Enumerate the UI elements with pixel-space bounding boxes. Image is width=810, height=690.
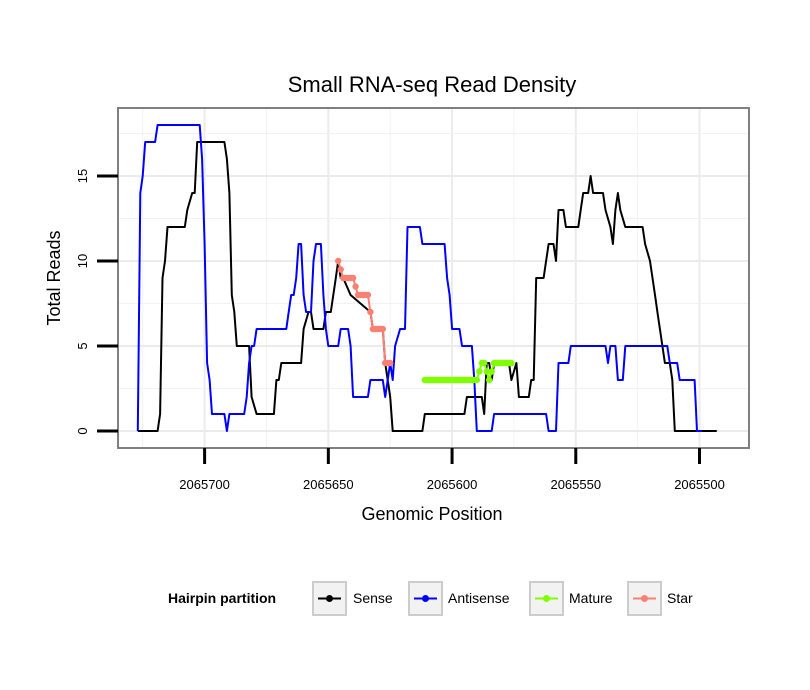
legend-label: Sense (353, 590, 393, 606)
y-axis-title: Total Reads (44, 230, 64, 325)
data-point (337, 266, 344, 273)
legend: Hairpin partition Sense Antisense Mature St… (168, 581, 693, 616)
series-star (335, 257, 394, 367)
x-axis-title: Genomic Position (361, 504, 502, 524)
legend-key-point (543, 595, 550, 602)
plot-background (118, 108, 749, 448)
series-layer (136, 124, 717, 432)
x-axis: 2065700 2065650 2065600 2065550 2065500 (179, 448, 725, 492)
legend-label: Mature (569, 590, 613, 606)
chart-title: Small RNA-seq Read Density (288, 72, 577, 97)
grid (118, 108, 749, 448)
data-point (476, 368, 483, 375)
data-point (473, 376, 480, 384)
legend-item-sense: Sense (312, 581, 393, 616)
legend-title: Hairpin partition (168, 590, 276, 606)
plot-border (117, 107, 750, 449)
data-point (508, 359, 515, 367)
y-axis: 0 5 10 15 (75, 169, 118, 435)
x-tick-label: 2065550 (550, 477, 601, 492)
x-tick-label: 2065650 (303, 477, 354, 492)
data-point (349, 274, 357, 282)
x-tick-label: 2065700 (179, 477, 230, 492)
legend-item-mature: Mature (529, 581, 613, 616)
legend-key-point (422, 595, 429, 602)
data-point (379, 325, 386, 333)
data-point (486, 376, 493, 384)
data-point (488, 368, 495, 375)
x-tick-label: 2065600 (427, 477, 478, 492)
data-point (481, 359, 488, 367)
data-point (387, 359, 394, 367)
legend-item-star: Star (627, 581, 693, 616)
data-point (335, 257, 342, 265)
series-mature (421, 359, 515, 384)
series-line-antisense (136, 124, 702, 432)
y-tick-label: 15 (75, 169, 90, 183)
legend-item-antisense: Antisense (408, 581, 510, 616)
legend-items: Sense Antisense Mature Star (312, 581, 693, 616)
y-tick-label: 0 (75, 427, 90, 434)
data-point (364, 291, 372, 299)
legend-key-point (326, 595, 333, 602)
y-tick-label: 5 (75, 342, 90, 349)
series-antisense (136, 124, 702, 432)
data-point (483, 368, 490, 375)
legend-label: Antisense (448, 590, 510, 606)
x-tick-label: 2065500 (674, 477, 725, 492)
legend-key-point (641, 595, 648, 602)
data-point (352, 283, 359, 290)
y-tick-label: 10 (75, 254, 90, 268)
legend-label: Star (667, 590, 693, 606)
data-point (367, 308, 374, 316)
